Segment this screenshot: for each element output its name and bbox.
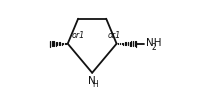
Text: or1: or1	[108, 30, 121, 40]
Text: N: N	[88, 76, 96, 86]
Text: or1: or1	[71, 30, 85, 40]
Text: H: H	[92, 80, 98, 89]
Text: 2: 2	[152, 43, 156, 52]
Text: NH: NH	[146, 38, 161, 48]
